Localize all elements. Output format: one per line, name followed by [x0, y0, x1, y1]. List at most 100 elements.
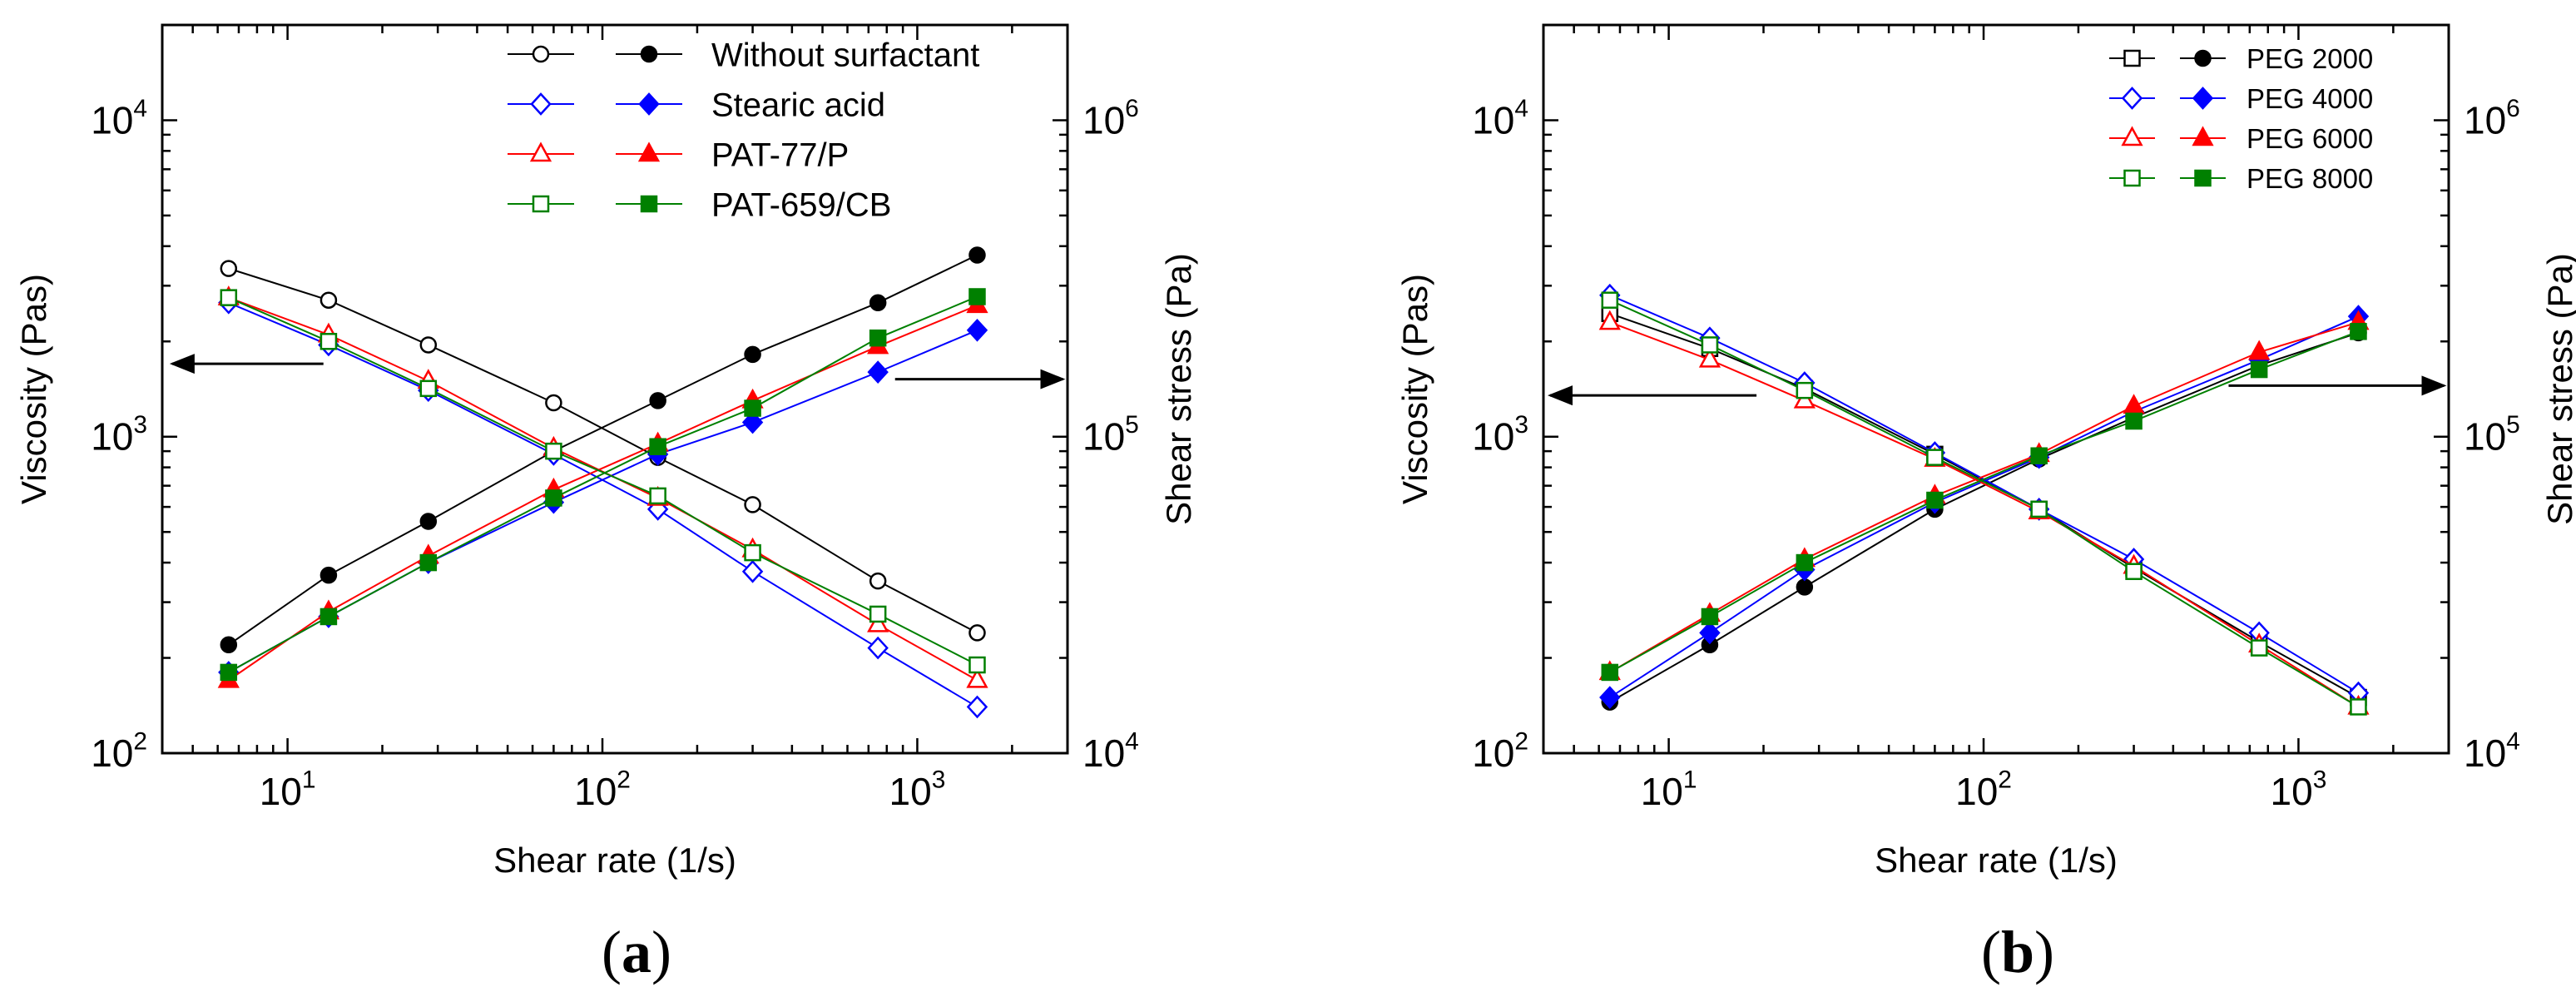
legend-item: Stearic acid: [508, 87, 885, 123]
y2-tick-label: 104: [1082, 727, 1139, 775]
legend-marker-open: [532, 45, 550, 63]
viscosity-point: [869, 572, 887, 590]
series-stearic-acid: [218, 290, 988, 719]
viscosity-point: [320, 291, 338, 309]
chart-panel-b: 101 102 103 102 103 104 104 105 106 Shear rate (1…: [1395, 23, 2576, 880]
shear-stress-point: [220, 636, 238, 654]
legend-marker-open: [529, 141, 552, 162]
legend-marker-filled: [637, 141, 661, 162]
shear-stress-line: [228, 305, 978, 682]
shear-stress-line: [228, 295, 978, 673]
viscosity-line: [228, 296, 978, 682]
shear-stress-point: [2125, 412, 2143, 430]
legend-label: PAT-659/CB: [711, 186, 891, 223]
viscosity-point: [966, 695, 988, 719]
legend-item: PEG 2000: [2109, 43, 2373, 74]
y-tick-label: 102: [91, 727, 147, 775]
shear-stress-point: [966, 318, 988, 342]
viscosity-line: [228, 267, 978, 634]
viscosity-point: [220, 289, 238, 306]
viscosity-point: [1698, 347, 1721, 368]
legend-marker-filled: [640, 195, 658, 213]
legend-label: Without surfactant: [711, 37, 979, 73]
legend-item: PAT-77/P: [508, 136, 849, 173]
x-tick-label: 103: [889, 766, 946, 813]
viscosity-line: [1609, 299, 2359, 708]
panel-label-a: (a): [602, 919, 671, 985]
legend: Without surfactant Stearic acid PAT-77/P PA…: [508, 37, 979, 223]
shear-stress-point: [744, 399, 761, 417]
shear-stress-point: [1796, 553, 1814, 572]
shear-stress-point: [968, 288, 986, 305]
shear-stress-point: [419, 513, 438, 530]
legend-marker-filled: [2194, 169, 2212, 187]
legend-label: PAT-77/P: [711, 136, 849, 173]
shear-stress-point: [2030, 447, 2048, 464]
viscosity-line: [1609, 294, 2359, 694]
x-axis-ticks: [1542, 25, 2450, 753]
legend-marker-open: [2123, 49, 2141, 67]
viscosity-point: [966, 667, 988, 688]
shear-stress-line: [228, 254, 978, 646]
legend-marker-filled: [638, 92, 660, 116]
shear-stress-point: [220, 663, 238, 682]
y-tick-label: 103: [1472, 411, 1528, 459]
viscosity-line: [1609, 321, 2360, 708]
shear-stress-point: [2350, 323, 2367, 340]
viscosity-point: [968, 656, 986, 674]
viscosity-point: [2125, 563, 2143, 580]
shear-stress-line: [228, 329, 978, 673]
shear-stress-point: [2123, 394, 2145, 414]
shear-stress-point: [1601, 663, 1619, 682]
legend-marker-filled: [640, 45, 658, 63]
viscosity-point: [545, 394, 562, 412]
y-tick-label: 104: [91, 95, 147, 142]
x-axis-label: Shear rate (1/s): [1875, 841, 2118, 880]
y-axis-label: Viscosity (Pas): [14, 274, 53, 504]
viscosity-point: [869, 605, 887, 623]
shear-stress-point: [741, 410, 764, 434]
viscosity-point: [1701, 336, 1719, 354]
x-tick-label: 101: [1641, 766, 1697, 813]
y-axis-label: Viscosity (Pas): [1395, 274, 1434, 504]
shear-stress-point: [1701, 608, 1719, 626]
y2-tick-label: 105: [1082, 411, 1139, 459]
legend-marker-open: [2121, 87, 2143, 110]
legend-label: PEG 6000: [2247, 123, 2373, 154]
viscosity-point: [545, 442, 562, 460]
shear-stress-point: [1699, 621, 1721, 645]
shear-stress-point: [867, 360, 889, 384]
viscosity-point: [744, 496, 761, 513]
viscosity-line: [228, 296, 978, 666]
shear-stress-point: [869, 329, 887, 347]
y2-tick-label: 106: [2464, 95, 2520, 142]
shear-stress-point: [2248, 340, 2271, 360]
shear-stress-point: [649, 392, 666, 409]
series-pat-659-cb: [220, 288, 986, 682]
shear-stress-line: [1609, 315, 2359, 698]
viscosity-point: [2030, 500, 2048, 518]
plot-frame: [1542, 23, 2450, 755]
x-axis-ticks: [161, 25, 1069, 753]
viscosity-point: [320, 333, 338, 350]
viscosity-point: [220, 260, 238, 277]
viscosity-point: [1926, 449, 1944, 466]
series-peg-8000: [1601, 291, 2367, 716]
legend-item: PEG 8000: [2109, 163, 2373, 194]
legend-marker-open: [532, 195, 550, 213]
shear-stress-point: [1926, 491, 1944, 509]
viscosity-point: [2250, 639, 2268, 657]
y-tick-label: 104: [1472, 95, 1528, 142]
shear-stress-point: [2250, 360, 2268, 379]
shear-stress-point: [1599, 686, 1621, 709]
legend-item: Without surfactant: [508, 37, 979, 73]
x-tick-label: 102: [574, 766, 631, 813]
legend: PEG 2000 PEG 4000 PEG 6000 PEG 8000: [2109, 43, 2373, 194]
legend-marker-filled: [2194, 49, 2212, 67]
viscosity-point: [419, 336, 438, 354]
y2-tick-label: 106: [1082, 95, 1139, 142]
panel-label-b: (b): [1981, 919, 2054, 985]
chart-panel-a: 101 102 103 102 103 104 104 105 106 Shear rate (1…: [14, 23, 1198, 880]
viscosity-point: [1796, 381, 1814, 399]
legend-item: PEG 6000: [2109, 123, 2373, 154]
